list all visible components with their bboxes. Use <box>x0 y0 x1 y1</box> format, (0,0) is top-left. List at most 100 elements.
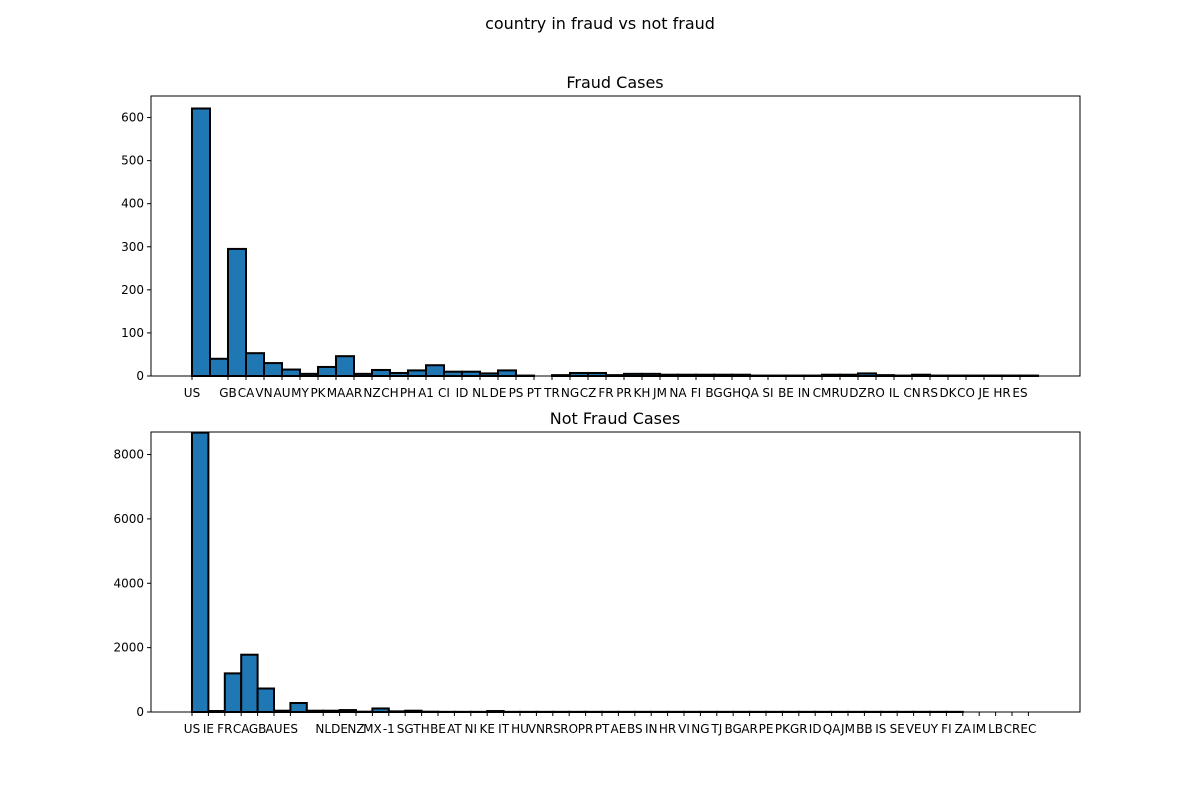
not-fraud-xtick-label: AE <box>611 722 627 736</box>
not-fraud-xtick-label: IE <box>203 722 214 736</box>
fraud-xtick-label: QA <box>741 386 759 400</box>
fraud-bar <box>371 368 391 378</box>
fraud-xtick-label: AU <box>274 386 291 400</box>
fraud-bar <box>281 368 301 377</box>
fraud-xtick-label: ES <box>1012 386 1027 400</box>
fraud-ytick-label: 500 <box>121 154 144 168</box>
not-fraud-ytick-label: 0 <box>136 705 144 719</box>
fraud-xtick-label: US <box>184 386 200 400</box>
fraud-bar <box>497 369 517 377</box>
fraud-bar <box>245 352 265 377</box>
fraud-bar <box>407 369 427 377</box>
not-fraud-bar <box>191 431 210 713</box>
fraud-xtick-label: KH <box>634 386 651 400</box>
not-fraud-xtick-label: RS <box>545 722 561 736</box>
not-fraud-xtick-label: JM <box>840 722 855 736</box>
not-fraud-xtick-label: BE <box>430 722 446 736</box>
not-fraud-xtick-label: HU <box>511 722 529 736</box>
fraud-bar <box>425 364 445 378</box>
fraud-xtick-label: DZ <box>849 386 866 400</box>
not-fraud-xtick-label: AT <box>447 722 462 736</box>
fraud-xtick-label: AR <box>346 386 363 400</box>
fraud-bar <box>209 357 229 377</box>
not-fraud-xtick-label: BB <box>856 722 872 736</box>
not-fraud-xtick-label: GR <box>790 722 808 736</box>
fraud-xtick-label: MY <box>291 386 309 400</box>
not-fraud-xtick-label: PK <box>775 722 791 736</box>
fraud-xtick-label: JM <box>652 386 667 400</box>
not-fraud-xtick-label: GB <box>249 722 267 736</box>
figure-suptitle: country in fraud vs not fraud <box>485 14 715 33</box>
fraud-ytick-label: 300 <box>121 240 144 254</box>
fraud-xtick-label: NA <box>669 386 687 400</box>
fraud-bar <box>443 370 463 378</box>
fraud-ytick-label: 400 <box>121 197 144 211</box>
fraud-xtick-label: RS <box>922 386 938 400</box>
fraud-bar <box>335 355 355 377</box>
not-fraud-xtick-label: IN <box>645 722 658 736</box>
not-fraud-xtick-label: IM <box>972 722 986 736</box>
not-fraud-ytick-label: 2000 <box>113 641 144 655</box>
not-fraud-xtick-label: MX <box>363 722 382 736</box>
fraud-xtick-label: CM <box>813 386 832 400</box>
fraud-xtick-label: BG <box>705 386 722 400</box>
not-fraud-axes-frame <box>150 431 1081 713</box>
fraud-xtick-label: GH <box>723 386 741 400</box>
not-fraud-xtick-label: PE <box>759 722 774 736</box>
fraud-xtick-label: PT <box>527 386 542 400</box>
fraud-xtick-label: VN <box>255 386 272 400</box>
fraud-xtick-label: RO <box>867 386 885 400</box>
not-fraud-xtick-label: BG <box>725 722 742 736</box>
fraud-xtick-label: CI <box>438 386 450 400</box>
fraud-xtick-label: BE <box>778 386 794 400</box>
not-fraud-xtick-label: SG <box>397 722 414 736</box>
fraud-xtick-label: CA <box>238 386 255 400</box>
not-fraud-ytick-label: 4000 <box>113 576 144 590</box>
fraud-xtick-label: DE <box>490 386 507 400</box>
fraud-bar <box>461 370 481 378</box>
fraud-xtick-label: PS <box>509 386 524 400</box>
fraud-xtick-label: CN <box>903 386 920 400</box>
not-fraud-xtick-label: VN <box>528 722 545 736</box>
not-fraud-xtick-label: IS <box>875 722 886 736</box>
not-fraud-xtick-label: -1 <box>383 722 395 736</box>
fraud-xtick-label: A1 <box>418 386 434 400</box>
fraud-xtick-label: CZ <box>580 386 597 400</box>
not-fraud-xtick-label: PR <box>578 722 594 736</box>
fraud-bar <box>191 107 211 377</box>
not-fraud-bar <box>223 672 243 714</box>
not-fraud-xtick-label: ES <box>283 722 298 736</box>
not-fraud-ytick-label: 6000 <box>113 512 144 526</box>
fraud-xtick-label: FR <box>598 386 613 400</box>
fraud-ytick-label: 600 <box>121 111 144 125</box>
not-fraud-bar <box>256 687 276 713</box>
fraud-xtick-label: SI <box>762 386 773 400</box>
not-fraud-chart-title: Not Fraud Cases <box>550 409 680 428</box>
fraud-xtick-label: NZ <box>363 386 380 400</box>
not-fraud-xtick-label: BS <box>627 722 643 736</box>
not-fraud-xtick-label: TH <box>412 722 429 736</box>
not-fraud-xtick-label: ID <box>809 722 822 736</box>
fraud-xtick-label: JE <box>977 386 989 400</box>
not-fraud-xtick-label: HR <box>659 722 676 736</box>
not-fraud-xtick-label: NI <box>465 722 478 736</box>
fraud-bar <box>227 247 247 377</box>
not-fraud-ytick-label: 8000 <box>113 448 144 462</box>
not-fraud-xtick-label: NL <box>315 722 331 736</box>
not-fraud-xtick-label: NG <box>691 722 709 736</box>
fraud-xtick-label: RU <box>831 386 848 400</box>
fraud-xtick-label: ID <box>456 386 469 400</box>
fraud-xtick-label: PR <box>616 386 632 400</box>
fraud-axes-frame <box>150 95 1081 377</box>
not-fraud-xtick-label: QA <box>823 722 841 736</box>
not-fraud-xtick-label: NZ <box>347 722 364 736</box>
not-fraud-xtick-label: TJ <box>710 722 722 736</box>
fraud-xtick-label: DK <box>939 386 957 400</box>
fraud-xtick-label: GB <box>219 386 237 400</box>
fraud-ytick-label: 100 <box>121 326 144 340</box>
fraud-chart-title: Fraud Cases <box>566 73 663 92</box>
